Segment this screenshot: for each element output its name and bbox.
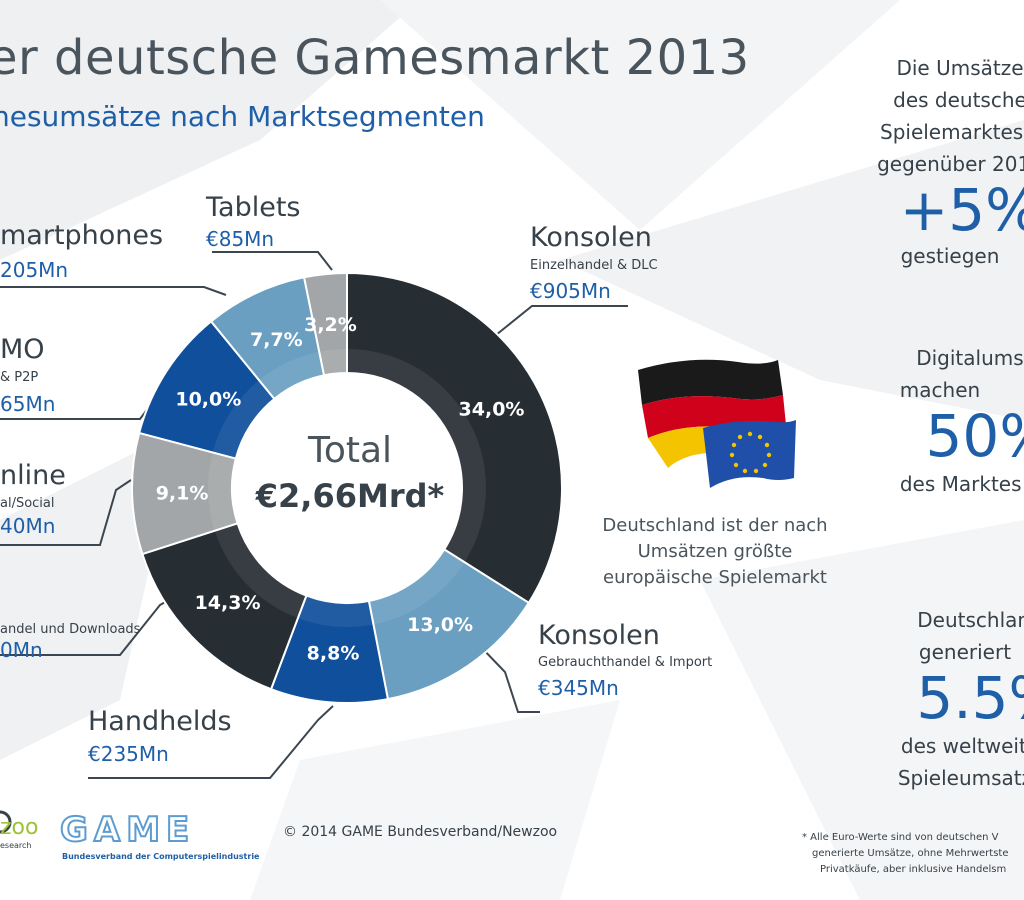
footnote-line1: * Alle Euro-Werte sind von deutschen V bbox=[802, 832, 999, 843]
tablets-value: €85Mn bbox=[206, 227, 275, 251]
mmo-name: MO bbox=[0, 334, 45, 365]
donut-slice-label-7: 3,2% bbox=[304, 314, 357, 336]
newzoo-logo-text: zoo bbox=[0, 815, 39, 840]
footnote-line2: generierte Umsätze, ohne Mehrwertste bbox=[812, 848, 1009, 859]
mmo-sub: & P2P bbox=[0, 370, 39, 385]
stat1-after: gestiegen bbox=[900, 244, 1000, 268]
copyright: © 2014 GAME Bundesverband/Newzoo bbox=[283, 824, 558, 840]
stat3-after1: des weltweite bbox=[900, 734, 1024, 758]
konsolen-gebraucht-name: Konsolen bbox=[538, 620, 660, 651]
germany-line1: Deutschland ist der nach bbox=[602, 515, 828, 536]
konsolen-gebraucht-sub: Gebrauchthandel & Import bbox=[538, 655, 713, 670]
donut-slice-0 bbox=[346, 271, 563, 605]
smartphones-value: 205Mn bbox=[0, 258, 69, 282]
page-subtitle: nesumsätze nach Marktsegmenten bbox=[0, 100, 485, 133]
pc-value: 0Mn bbox=[0, 638, 43, 662]
online-sub: al/Social bbox=[0, 496, 55, 511]
page-title: er deutsche Gamesmarkt 2013 bbox=[0, 30, 750, 86]
stat3-value: 5.5% bbox=[916, 664, 1024, 732]
donut-slice-7 bbox=[302, 271, 348, 377]
konsolen-value: €905Mn bbox=[530, 279, 611, 303]
game-logo-sub: Bundesverband der Computerspielindustrie bbox=[62, 852, 260, 861]
donut-slice-label-5: 10,0% bbox=[175, 389, 241, 411]
stat1-line3: Spielemarktes s bbox=[880, 120, 1024, 144]
donut-total-label: Total bbox=[307, 430, 393, 471]
tablets-name: Tablets bbox=[206, 192, 301, 223]
konsolen-gebraucht-value: €345Mn bbox=[538, 676, 619, 700]
donut-slice-label-0: 34,0% bbox=[459, 398, 525, 420]
pc-sub: andel und Downloads bbox=[0, 622, 141, 637]
donut-slice-label-1: 13,0% bbox=[407, 614, 473, 636]
newzoo-logo-sub: esearch bbox=[0, 841, 32, 850]
stat2-line1: Digitalumsät bbox=[916, 346, 1024, 370]
stat3-after2: Spieleumsatz bbox=[897, 766, 1024, 790]
stat1-line1: Die Umsätze bbox=[896, 56, 1024, 80]
mmo-value: 65Mn bbox=[0, 392, 56, 416]
footnote-line3: Privatkäufe, aber inklusive Handelsm bbox=[820, 864, 1007, 875]
germany-line2: Umsätzen größte bbox=[637, 541, 793, 562]
germany-eu-flags bbox=[638, 359, 796, 488]
donut-slice-label-4: 9,1% bbox=[156, 482, 209, 504]
stat3-line2: generiert bbox=[918, 640, 1012, 664]
game-logo: GAME bbox=[59, 809, 196, 851]
smartphones-name: martphones bbox=[0, 220, 164, 251]
stat1-line2: des deutsche bbox=[893, 88, 1024, 112]
donut-inner-ring bbox=[208, 349, 486, 627]
donut-slice-label-3: 14,3% bbox=[195, 592, 261, 614]
stat1-line4: gegenüber 2012 bbox=[877, 152, 1024, 176]
stat2-after: des Marktes a bbox=[899, 472, 1024, 496]
newzoo-logo-icon bbox=[0, 810, 12, 834]
online-name: nline bbox=[0, 460, 66, 491]
germany-line3: europäische Spielemarkt bbox=[603, 567, 827, 588]
donut-slice-label-2: 8,8% bbox=[307, 642, 360, 664]
donut-total-value: €2,66Mrd* bbox=[255, 477, 445, 515]
donut-slice-label-6: 7,7% bbox=[250, 329, 303, 351]
konsolen-name: Konsolen bbox=[530, 222, 652, 253]
handhelds-value: €235Mn bbox=[88, 742, 169, 766]
online-value: 40Mn bbox=[0, 514, 56, 538]
donut-hole bbox=[234, 375, 460, 601]
eu-flag-icon bbox=[703, 420, 796, 488]
stat2-line2: machen bbox=[899, 378, 981, 402]
handhelds-name: Handhelds bbox=[88, 706, 232, 737]
konsolen-sub: Einzelhandel & DLC bbox=[530, 258, 658, 273]
stat1-value: +5% bbox=[899, 176, 1024, 244]
stat2-value: 50% bbox=[925, 402, 1024, 470]
stat3-line1: Deutschland bbox=[917, 608, 1024, 632]
